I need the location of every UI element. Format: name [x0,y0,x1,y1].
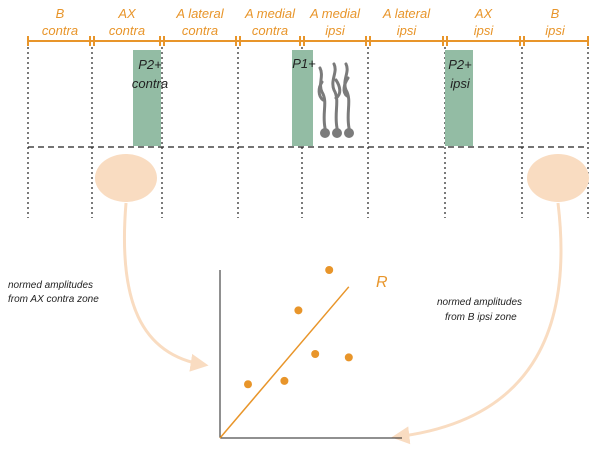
zone-label-6-line2: ipsi [474,23,495,38]
zone-label-5-line2: ipsi [397,23,418,38]
stain-label-p2-ipsi-1: P2+ [448,57,472,72]
regression-line [219,286,350,439]
scatter-point-0 [244,380,252,389]
zone-label-2-line1: A lateral [175,6,224,21]
recording-zone-ellipse-b-ipsi [527,154,589,202]
caption-left-line2: from AX contra zone [8,294,99,305]
purkinje-cell-icon [317,62,354,138]
stain-label-p2-contra-1: P2+ [138,57,162,72]
stain-label-p2-contra-2: contra [132,76,168,91]
scatter-point-2 [294,306,303,315]
zone-label-4-line2: ipsi [325,23,346,38]
stain-band-p2-contra [133,50,161,146]
stain-band-p1 [292,50,313,146]
regression-label: R [376,274,388,291]
caption-right-line2: from B ipsi zone [445,312,517,323]
recording-zone-ellipse-ax-contra [95,154,157,202]
zone-label-3-line2: contra [252,23,288,38]
stain-label-p2-ipsi-2: ipsi [450,76,471,91]
zone-label-3-line1: A medial [244,6,296,21]
zone-boundary-axis [27,36,589,46]
zone-label-7-line1: B [551,6,560,21]
arrow-from-ax-contra [122,202,209,372]
scatter-plot: R [219,266,402,439]
zone-label-7-line2: ipsi [545,23,566,38]
zone-label-4-line1: A medial [309,6,361,21]
zone-label-5-line1: A lateral [382,6,431,21]
zone-label-6-line1: AX [474,6,494,21]
zone-label-1-line1: AX [117,6,137,21]
scatter-point-1 [280,376,289,385]
stain-label-p1: P1+ [292,56,316,71]
caption-left-line1: normed amplitudes [8,280,93,291]
stain-band-p2-ipsi [445,50,473,146]
zone-label-0-line1: B [56,6,65,21]
scatter-point-3 [311,350,320,358]
arrow-from-b-ipsi [391,202,563,445]
zone-label-2-line2: contra [182,23,218,38]
caption-right-line1: normed amplitudes [437,297,522,308]
scatter-point-4 [325,266,334,274]
scatter-point-5 [344,353,353,362]
zone-label-0-line2: contra [42,23,78,38]
zone-label-1-line2: contra [109,23,145,38]
